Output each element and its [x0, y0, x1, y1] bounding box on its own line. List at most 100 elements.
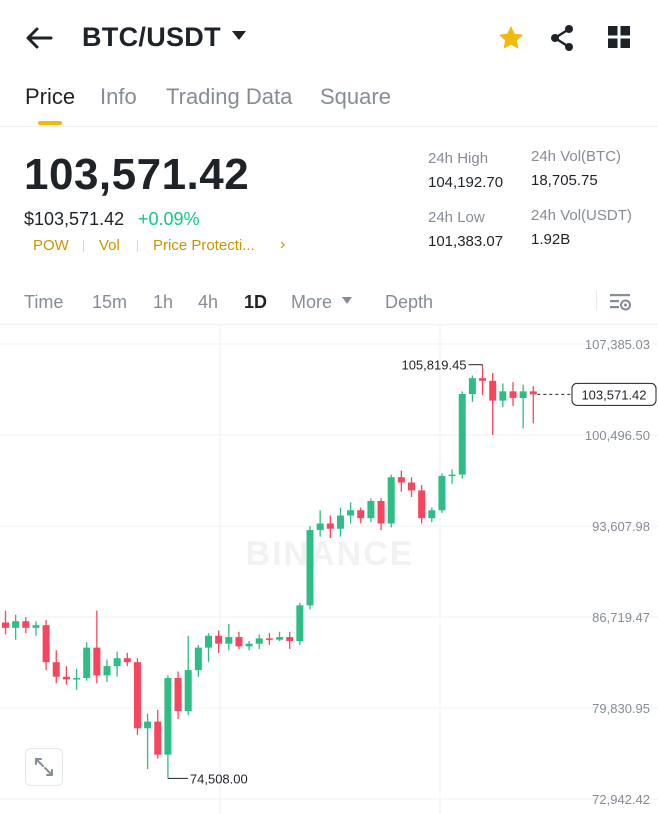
- candle: [286, 631, 294, 649]
- stat-24h-low-value: 101,383.07: [428, 233, 504, 250]
- tag-pow[interactable]: POW: [33, 237, 69, 254]
- candle-body: [418, 490, 426, 519]
- stat-24h-vol-btc-label: 24h Vol(BTC): [531, 148, 622, 165]
- tag-separator: [137, 240, 138, 252]
- stat-24h-vol-usdt-value: 1.92B: [531, 231, 571, 248]
- candle-body: [408, 482, 415, 491]
- candle: [418, 485, 426, 524]
- low-marker-label: 74,508.00: [190, 771, 248, 786]
- grid-icon[interactable]: [607, 25, 631, 49]
- candle-body: [387, 477, 395, 524]
- candle-body: [12, 621, 20, 628]
- candle: [22, 617, 30, 634]
- y-axis-ticks: 107,385.03 100,496.50 93,607.98 86,719.47 79…: [585, 337, 650, 807]
- tag-separator: [83, 240, 84, 252]
- timeframe-1d[interactable]: 1D: [244, 292, 268, 312]
- star-icon[interactable]: [497, 24, 525, 52]
- trading-pair-title[interactable]: BTC/USDT: [82, 22, 221, 52]
- expand-chart-button[interactable]: [25, 748, 63, 786]
- candle-body: [113, 658, 121, 667]
- candle: [93, 610, 101, 684]
- tab-price[interactable]: Price: [25, 84, 76, 109]
- high-marker-label: 105,819.45: [401, 358, 466, 373]
- candle-body: [336, 515, 344, 529]
- tag-vol[interactable]: Vol: [99, 237, 120, 254]
- price-change-percent: +0.09%: [138, 209, 200, 229]
- candlestick-chart[interactable]: BINANCE 107,385.03 100,496.50 93,607.98 86,…: [0, 325, 658, 814]
- candle-body: [93, 647, 101, 676]
- tab-square[interactable]: Square: [320, 84, 391, 109]
- candle: [408, 477, 415, 498]
- candle-body: [103, 666, 111, 676]
- candle: [499, 383, 507, 408]
- candle: [519, 384, 527, 429]
- chart-settings-icon[interactable]: [608, 290, 632, 314]
- chevron-down-icon[interactable]: [232, 31, 246, 40]
- candle-body: [448, 474, 456, 477]
- timeframe-4h[interactable]: 4h: [198, 292, 219, 312]
- candles: [2, 364, 537, 779]
- candle-body: [205, 635, 212, 648]
- candle: [103, 659, 111, 682]
- timeframe-more[interactable]: More: [291, 292, 333, 312]
- timeframe-1h[interactable]: 1h: [153, 292, 174, 312]
- expand-icon: [35, 758, 53, 776]
- caret-down-icon[interactable]: [342, 297, 352, 304]
- candle-body: [286, 637, 294, 642]
- chevron-right-icon[interactable]: ›: [280, 236, 286, 253]
- tag-price-protection[interactable]: Price Protecti...: [153, 237, 255, 254]
- candle-body: [326, 523, 334, 529]
- candle: [245, 641, 253, 651]
- candle-body: [458, 394, 466, 475]
- candle-body: [428, 510, 436, 519]
- candle: [306, 526, 314, 610]
- tab-trading-data[interactable]: Trading Data: [166, 84, 293, 109]
- y-tick-label: 100,496.50: [585, 428, 650, 443]
- stat-24h-vol-btc-value: 18,705.75: [531, 172, 598, 189]
- candle: [164, 675, 172, 779]
- candle: [326, 515, 334, 538]
- candle-body: [347, 510, 355, 516]
- candle: [12, 614, 20, 640]
- tab-info[interactable]: Info: [100, 84, 137, 109]
- candle-body: [194, 647, 202, 671]
- candle: [194, 644, 202, 677]
- candle-body: [255, 638, 263, 644]
- candle-body: [296, 605, 304, 642]
- share-icon[interactable]: [549, 24, 575, 52]
- top-bar: BTC/USDT: [0, 0, 658, 76]
- candle-body: [22, 621, 30, 628]
- candle: [387, 474, 395, 528]
- candle-body: [265, 638, 273, 640]
- candle-body: [509, 391, 517, 398]
- candle: [489, 372, 497, 435]
- candle: [438, 473, 446, 513]
- candle-body: [184, 670, 192, 712]
- timeframe-time[interactable]: Time: [24, 292, 64, 312]
- watermark-text: BINANCE: [246, 535, 415, 573]
- candle: [52, 650, 60, 684]
- candle-body: [235, 637, 243, 647]
- candle-body: [174, 678, 182, 712]
- candle-body: [62, 676, 70, 680]
- candle-body: [32, 625, 40, 628]
- y-tick-label: 107,385.03: [585, 337, 650, 352]
- candle-body: [489, 380, 497, 401]
- candle-body: [479, 378, 487, 381]
- candle: [367, 498, 375, 523]
- stat-24h-high-label: 24h High: [428, 150, 489, 167]
- back-arrow-icon[interactable]: [24, 24, 54, 52]
- candle: [215, 630, 223, 653]
- candle: [235, 631, 243, 649]
- stat-24h-vol-usdt-label: 24h Vol(USDT): [531, 207, 632, 224]
- chart-markers: 105,819.45 74,508.00 103,571.42: [167, 358, 657, 786]
- timeframe-depth[interactable]: Depth: [385, 292, 434, 312]
- candle: [133, 658, 141, 735]
- y-tick-label: 86,719.47: [592, 610, 650, 625]
- candle: [113, 651, 121, 677]
- candle: [448, 469, 456, 484]
- timeframe-15m[interactable]: 15m: [92, 292, 128, 312]
- candle: [296, 602, 304, 645]
- candle: [144, 713, 152, 770]
- candle: [2, 610, 9, 635]
